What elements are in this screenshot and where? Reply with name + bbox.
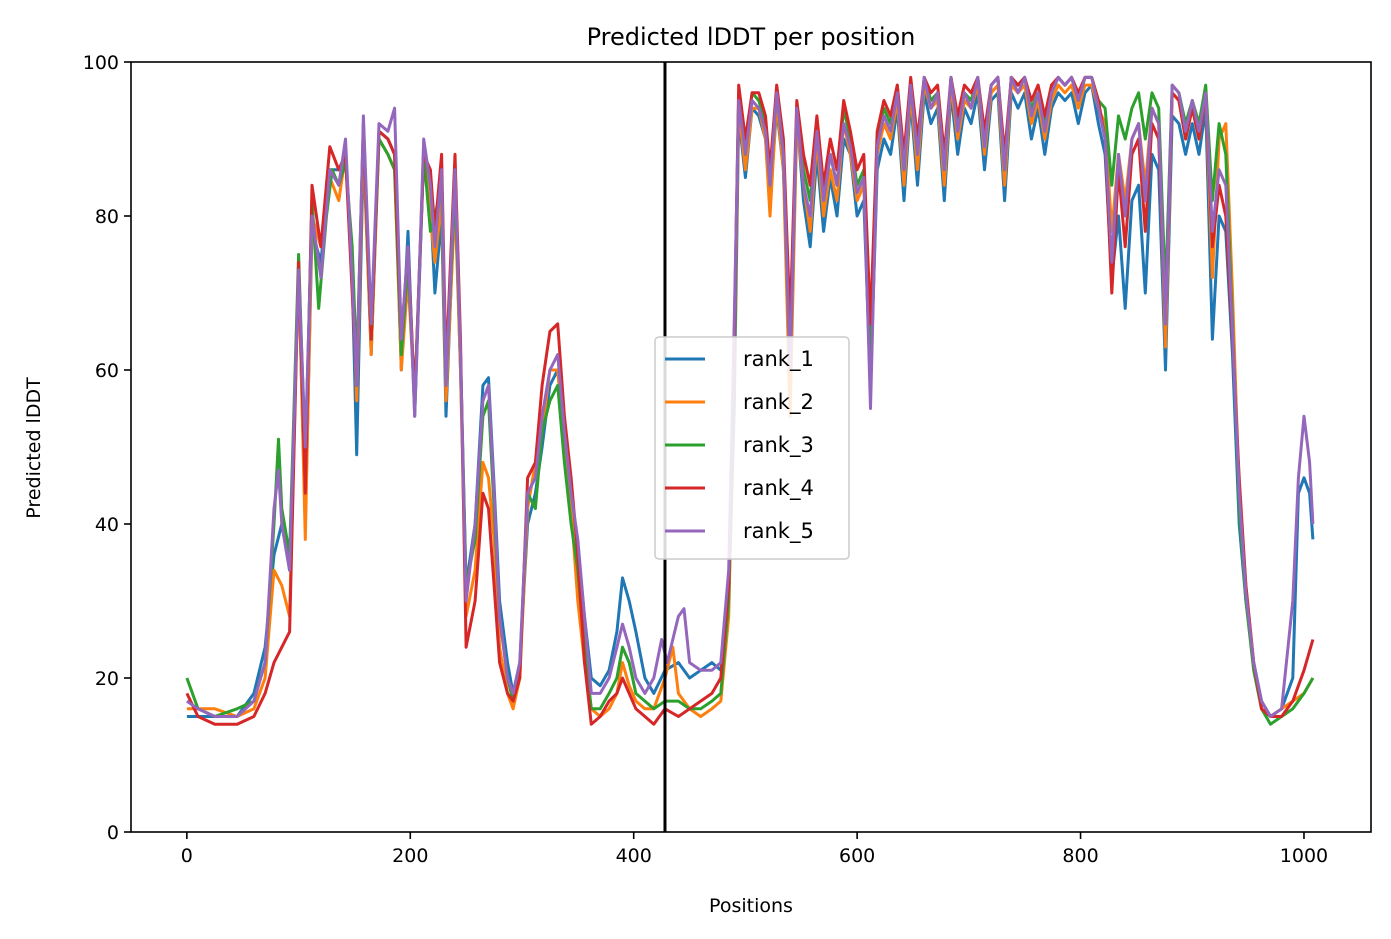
legend-label: rank_1 bbox=[743, 347, 814, 372]
y-tick-label: 80 bbox=[95, 206, 119, 228]
x-tick-label: 0 bbox=[181, 845, 193, 867]
y-tick-label: 20 bbox=[95, 668, 119, 690]
x-axis-ticks: 0 200 400 600 800 1000 bbox=[181, 832, 1328, 867]
x-tick-label: 800 bbox=[1062, 845, 1098, 867]
legend-box bbox=[654, 336, 850, 560]
legend-label: rank_5 bbox=[743, 519, 814, 544]
chart-title: Predicted lDDT per position bbox=[587, 23, 916, 51]
legend-label: rank_2 bbox=[743, 390, 814, 415]
y-tick-label: 40 bbox=[95, 514, 119, 536]
y-tick-label: 100 bbox=[83, 52, 119, 74]
x-tick-label: 400 bbox=[616, 845, 652, 867]
plot-area bbox=[185, 62, 1315, 832]
x-tick-label: 200 bbox=[392, 845, 428, 867]
legend: rank_1 rank_2 rank_3 rank_4 rank_5 bbox=[654, 336, 850, 560]
series-line-rank-5 bbox=[186, 75, 1315, 718]
y-axis-label: Predicted lDDT bbox=[23, 377, 45, 519]
y-tick-label: 60 bbox=[95, 360, 119, 382]
x-tick-label: 1000 bbox=[1280, 845, 1328, 867]
x-axis-label: Positions bbox=[709, 895, 793, 917]
x-tick-label: 600 bbox=[839, 845, 875, 867]
plot-frame bbox=[130, 61, 1372, 833]
y-tick-label: 0 bbox=[107, 822, 119, 844]
legend-label: rank_3 bbox=[743, 433, 814, 458]
y-axis-ticks: 0 20 40 60 80 100 bbox=[83, 52, 131, 844]
legend-label: rank_4 bbox=[743, 476, 814, 501]
